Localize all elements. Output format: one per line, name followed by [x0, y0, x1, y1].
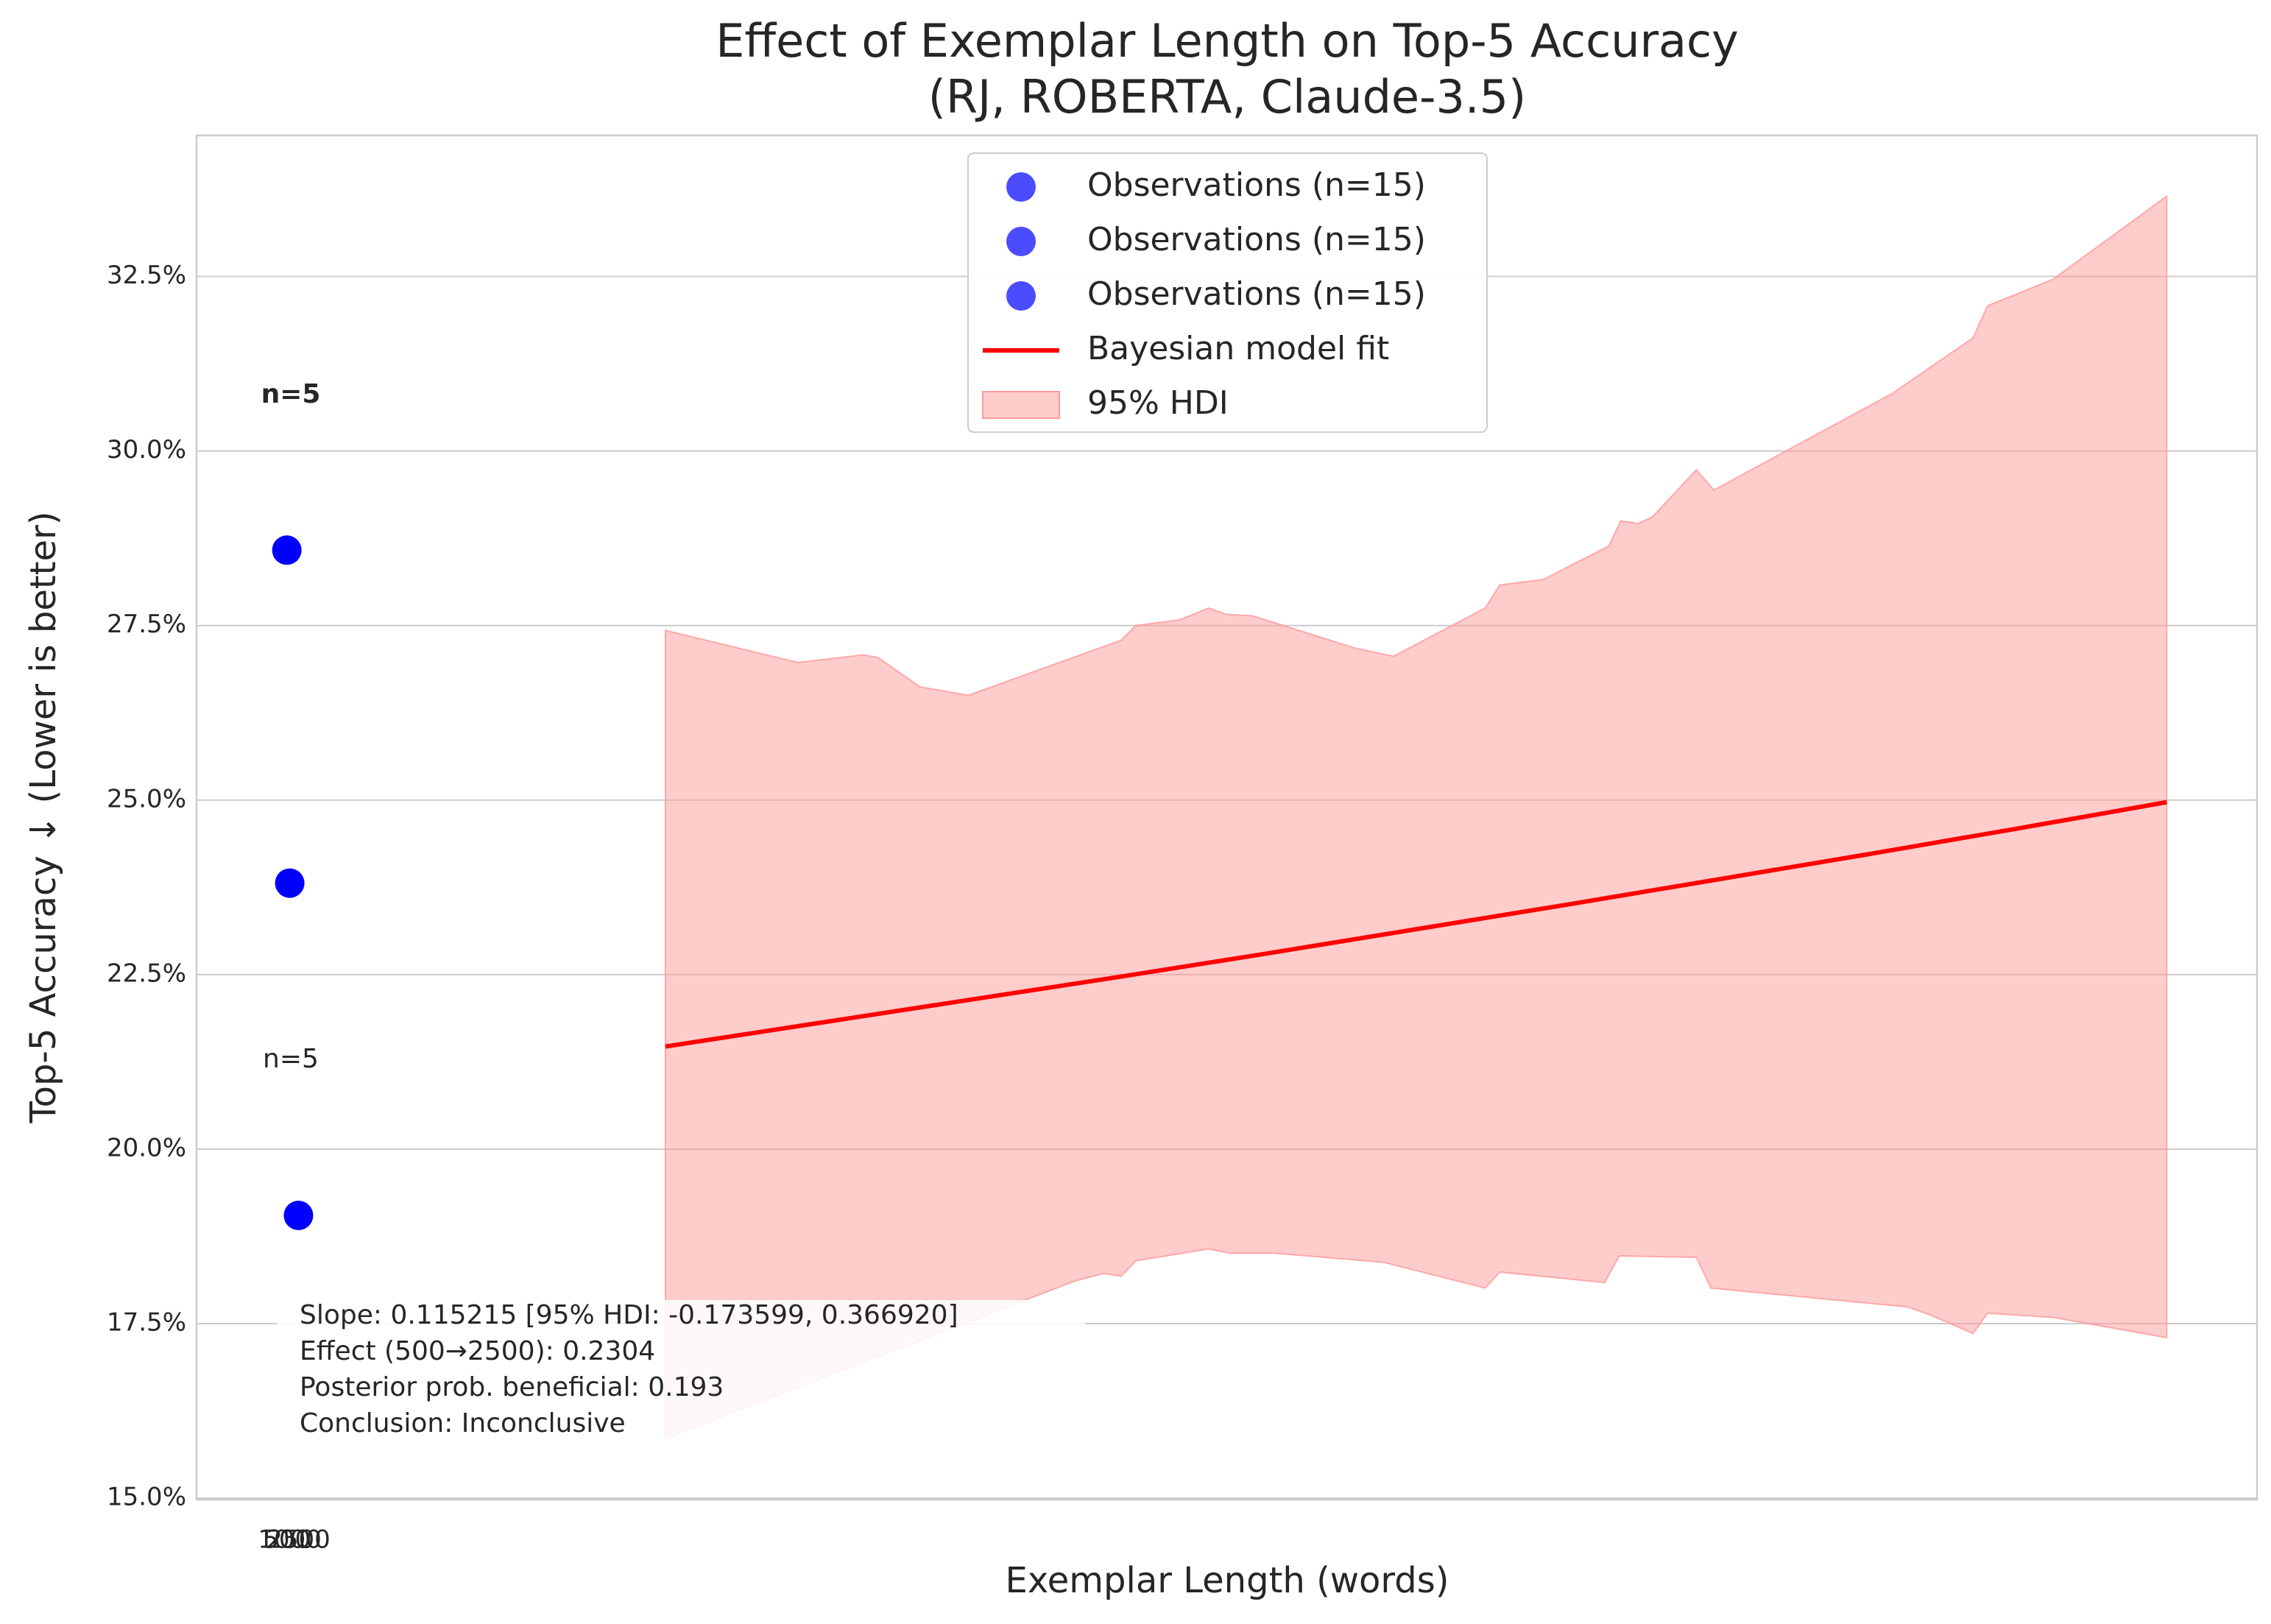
chart-subtitle: (RJ, ROBERTA, Claude-3.5): [928, 70, 1526, 124]
y-tick-label: 27.5%: [107, 610, 186, 639]
legend-marker: [1006, 172, 1036, 202]
stats-text: Posterior prob. beneficial: 0.193: [300, 1372, 724, 1402]
legend-box: [967, 152, 1488, 433]
stats-text: Slope: 0.115215 [95% HDI: -0.173599, 0.3…: [300, 1300, 958, 1330]
stats-box: [277, 1300, 1085, 1441]
legend-label: Observations (n=15): [1087, 166, 1426, 204]
x-tick-label: 500: [263, 1525, 311, 1555]
x-tick-label: 2500: [266, 1525, 331, 1555]
stats-text: Effect (500→2500): 0.2304: [300, 1336, 655, 1366]
x-axis-label: Exemplar Length (words): [1005, 1560, 1449, 1601]
y-tick-label: 17.5%: [107, 1308, 186, 1338]
data-point: [283, 1201, 314, 1231]
legend-patch: [982, 391, 1060, 419]
legend-label: Observations (n=15): [1087, 221, 1426, 258]
chart-title: Effect of Exemplar Length on Top-5 Accur…: [716, 14, 1739, 68]
legend-label: Bayesian model fit: [1087, 330, 1389, 367]
annotation: n=5: [261, 379, 321, 409]
stats-text: Conclusion: Inconclusive: [300, 1408, 626, 1438]
y-tick-label: 32.5%: [107, 261, 186, 290]
legend-label: 95% HDI: [1087, 384, 1229, 422]
legend-marker: [1006, 227, 1036, 256]
y-tick-label: 22.5%: [107, 958, 186, 988]
axes-frame: [195, 134, 2258, 1501]
legend-label: Observations (n=15): [1087, 275, 1426, 313]
legend-marker: [1006, 281, 1036, 311]
annotation: n=5: [263, 1044, 319, 1074]
x-tick-label: 1000: [258, 1525, 322, 1555]
y-tick-label: 25.0%: [107, 784, 186, 813]
y-tick-label: 30.0%: [107, 435, 186, 465]
hdi-area: [664, 194, 2168, 1440]
data-point: [272, 535, 302, 565]
data-point: [275, 868, 305, 898]
y-tick-label: 20.0%: [107, 1133, 186, 1162]
y-tick-label: 15.0%: [107, 1483, 186, 1512]
y-axis-label: Top-5 Accuracy ↓ (Lower is better): [23, 512, 64, 1124]
fit-line: [665, 799, 2167, 1049]
